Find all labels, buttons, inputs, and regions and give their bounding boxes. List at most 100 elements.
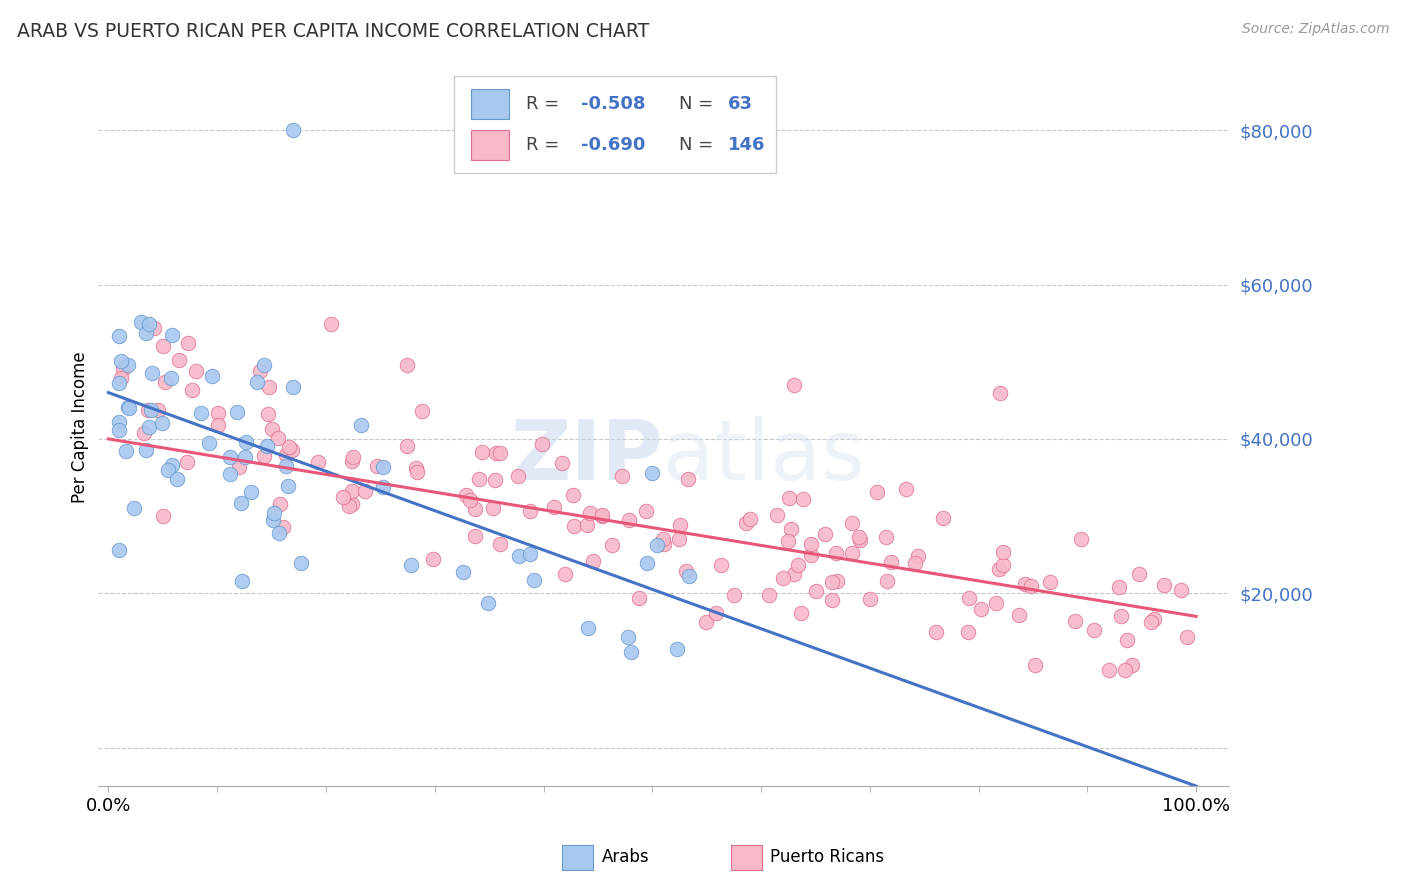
Point	[405, 460, 427, 475]
Point	[157, 463, 180, 477]
Text: ZIP: ZIP	[510, 416, 664, 497]
Point	[849, 533, 872, 547]
Point	[229, 496, 252, 510]
Point	[108, 542, 131, 557]
Point	[1128, 567, 1150, 582]
Bar	[471, 129, 509, 160]
Bar	[471, 89, 509, 120]
Point	[108, 329, 131, 343]
Point	[122, 500, 145, 515]
Point	[710, 558, 733, 573]
Point	[668, 532, 690, 546]
Point	[110, 371, 132, 385]
Point	[576, 518, 599, 533]
Point	[260, 422, 283, 436]
Point	[371, 459, 394, 474]
Point	[267, 431, 290, 445]
Point	[166, 472, 188, 486]
Point	[134, 426, 156, 441]
Point	[591, 508, 613, 522]
Point	[190, 406, 212, 420]
Point	[723, 588, 745, 602]
Point	[239, 484, 262, 499]
Point	[551, 456, 574, 470]
Point	[508, 549, 530, 564]
Point	[253, 358, 276, 372]
Point	[281, 442, 304, 457]
Text: Source: ZipAtlas.com: Source: ZipAtlas.com	[1241, 22, 1389, 37]
Point	[1019, 579, 1042, 593]
Point	[991, 558, 1014, 572]
Point	[141, 366, 163, 380]
Point	[146, 403, 169, 417]
Point	[340, 454, 363, 468]
Point	[800, 537, 823, 551]
Point	[108, 415, 131, 429]
Point	[160, 327, 183, 342]
Point	[783, 377, 806, 392]
Point	[880, 555, 903, 569]
Point	[841, 516, 863, 531]
Point	[617, 630, 640, 644]
Point	[142, 321, 165, 335]
Text: R =: R =	[526, 136, 565, 153]
Text: atlas: atlas	[664, 416, 865, 497]
Point	[401, 558, 423, 572]
Point	[578, 506, 600, 520]
Point	[562, 488, 585, 502]
Y-axis label: Per Capita Income: Per Capita Income	[72, 351, 89, 503]
Point	[207, 405, 229, 419]
Point	[464, 529, 486, 543]
Point	[177, 335, 200, 350]
Point	[278, 440, 301, 454]
Point	[783, 567, 806, 582]
Point	[138, 318, 160, 332]
Point	[991, 544, 1014, 558]
Point	[1114, 663, 1136, 677]
Point	[620, 645, 643, 659]
FancyBboxPatch shape	[454, 76, 776, 172]
Point	[956, 624, 979, 639]
Text: -0.508: -0.508	[581, 95, 645, 113]
Point	[198, 435, 221, 450]
Text: -0.690: -0.690	[581, 136, 645, 153]
Point	[114, 443, 136, 458]
Point	[1108, 580, 1130, 594]
Point	[366, 458, 388, 473]
Point	[792, 491, 814, 506]
Point	[821, 574, 844, 589]
Point	[307, 454, 329, 468]
Point	[695, 615, 717, 630]
Text: 146: 146	[728, 136, 765, 153]
Point	[907, 549, 929, 563]
Point	[675, 564, 697, 578]
Point	[865, 485, 887, 500]
Point	[471, 445, 494, 459]
Point	[249, 364, 271, 378]
Text: Arabs: Arabs	[602, 848, 650, 866]
Point	[257, 407, 280, 421]
Point	[332, 490, 354, 504]
Point	[554, 567, 576, 582]
Point	[1098, 663, 1121, 677]
Point	[396, 439, 419, 453]
Point	[519, 547, 541, 561]
Point	[634, 504, 657, 518]
Point	[468, 472, 491, 486]
Point	[678, 569, 700, 583]
Point	[167, 352, 190, 367]
Point	[201, 368, 224, 383]
Point	[704, 606, 727, 620]
Point	[411, 403, 433, 417]
Point	[848, 530, 870, 544]
Point	[396, 358, 419, 372]
Point	[666, 641, 689, 656]
Text: N =: N =	[679, 95, 718, 113]
Point	[256, 439, 278, 453]
Point	[778, 491, 800, 506]
Text: ARAB VS PUERTO RICAN PER CAPITA INCOME CORRELATION CHART: ARAB VS PUERTO RICAN PER CAPITA INCOME C…	[17, 22, 650, 41]
Point	[990, 385, 1012, 400]
Point	[269, 497, 291, 511]
Point	[482, 500, 505, 515]
Point	[117, 401, 139, 415]
